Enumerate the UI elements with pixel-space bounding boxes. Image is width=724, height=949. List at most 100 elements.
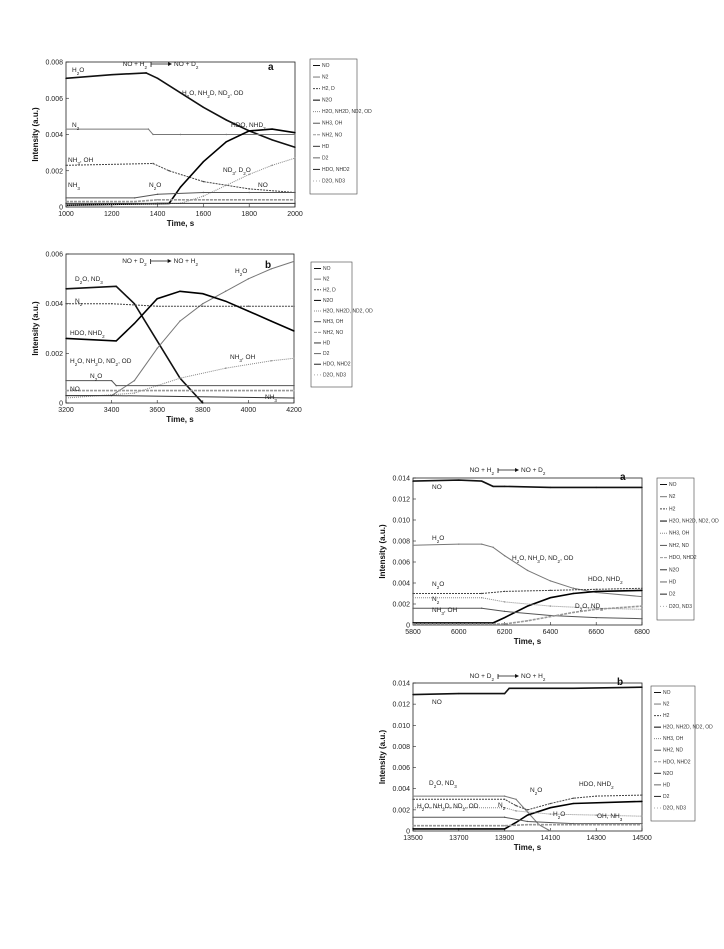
data-point-d2o-nd3 (294, 157, 296, 159)
data-point-h2o (294, 146, 296, 148)
legend-entry-h2: H2 (669, 506, 676, 512)
chart-1: 1000 1200 1400 1600 1800 2000 0 0.002 0.004 0.006… (31, 58, 372, 228)
data-point-no (572, 687, 574, 689)
gas-switch-from: NO + H2 (470, 467, 495, 476)
series-line-d2o-nd3 (413, 795, 551, 832)
legend-entry-h2: H2 (663, 713, 670, 719)
legend-entry-h2-d: H2, D (322, 86, 335, 92)
plot-frame (412, 477, 643, 626)
series-line-hdo-nhd2 (65, 290, 295, 342)
x-axis-label: Time, s (166, 415, 194, 424)
chart-3: 5800 6000 6200 6400 6600 6800 0 0.002 0.004 0.006… (378, 467, 719, 646)
legend-entry-hd: HD (669, 579, 677, 585)
legend-entry-nh2-nd: NH2, ND (669, 543, 689, 549)
data-point-h2o (526, 814, 529, 816)
legend-entry-hd: HD (323, 340, 331, 346)
data-point-n2 (595, 814, 597, 816)
data-point-d2o-nd3 (549, 615, 552, 618)
plot-frame (412, 682, 643, 832)
data-point-nh2-no (156, 202, 159, 205)
legend-entry-h2-d: H2, D (323, 287, 336, 293)
data-point-d2o-nd3 (115, 285, 117, 287)
data-point-n2 (503, 807, 506, 809)
data-point-hdo-nhd2 (641, 589, 643, 592)
data-point-hdo-nhd2 (526, 809, 529, 811)
legend-entry-nh2-no: NH2, NO (323, 330, 343, 336)
y-tick-label: 0.006 (45, 96, 63, 103)
x-tick-label: 3800 (195, 407, 211, 414)
data-point-h2o (179, 92, 182, 94)
series-line-h2o (65, 72, 296, 148)
panel-label: b (265, 260, 271, 271)
data-point-h2o (247, 278, 250, 280)
y-tick-label: 0.004 (45, 301, 63, 308)
data-point-no (492, 485, 494, 488)
data-point-nh2-no (294, 202, 296, 205)
legend-box (310, 261, 353, 388)
switch-arrow-head (168, 62, 173, 66)
data-point-hdo-nhd2 (156, 298, 158, 300)
data-point-n2 (294, 133, 296, 136)
data-point-no (503, 692, 506, 695)
data-point-n2 (412, 597, 414, 599)
data-point-h2o (156, 77, 159, 80)
gas-switch-from: NO + H2 (123, 61, 148, 70)
data-point-h2o (293, 260, 295, 263)
data-point-no (549, 486, 552, 489)
legend-entry-hdo-nhd2: HDO, NHD2 (322, 167, 350, 173)
data-point-hdo-nhd2 (549, 802, 552, 805)
annotation-n2: N2 (432, 596, 440, 605)
data-point-hdo-nhd2 (572, 797, 574, 799)
annotation-n2o: N2O (149, 182, 161, 191)
y-tick-label: 0.006 (45, 252, 63, 259)
y-tick-label: 0 (59, 205, 63, 212)
data-point-nh3-oh (248, 188, 250, 190)
data-point-no (412, 693, 414, 696)
data-point-nh3-oh (65, 164, 67, 167)
data-point-no (458, 692, 460, 695)
series-line-n2 (66, 128, 295, 135)
gas-switch-to: NO + H2 (174, 258, 199, 267)
legend-entry-n2: N2 (669, 494, 676, 500)
data-point-n2o (156, 384, 158, 387)
data-point-nh3-oh (595, 616, 597, 619)
y-tick-label: 0.002 (45, 351, 63, 358)
legend-entry-hd: HD (322, 144, 330, 150)
data-point-no (508, 687, 510, 689)
legend-entry-d2o-nd3: D2O, ND3 (663, 805, 686, 811)
data-point-d2o-nd3 (271, 164, 273, 167)
y-tick-label: 0.004 (45, 132, 63, 139)
series-line-no (66, 192, 295, 199)
data-point-nh3-oh (152, 162, 154, 165)
data-point-nh3-oh (224, 367, 227, 369)
data-point-hdo-nhd2 (179, 290, 181, 292)
legend-box (656, 477, 695, 621)
data-point-h2o (526, 569, 529, 572)
series-line-hdo-nhd2 (65, 128, 296, 206)
annotation-hdo-nhd2: HDO, NHD2 (579, 781, 614, 790)
legend-entry-h2o-nh2d-nd2-od: H2O, NH2D, ND2, OD (323, 309, 373, 315)
x-tick-label: 4200 (286, 407, 302, 414)
data-point-d2o-nd3 (595, 608, 597, 610)
data-point-n2o (641, 823, 643, 826)
series-line-n2 (413, 597, 643, 610)
x-tick-label: 1000 (58, 211, 74, 218)
data-point-d2o-nd3 (641, 605, 643, 607)
x-tick-label: 1200 (104, 211, 120, 218)
y-tick-label: 0 (406, 829, 410, 836)
x-tick-label: 1800 (241, 211, 257, 218)
data-point-hdo-nhd2 (515, 804, 517, 807)
x-tick-label: 14300 (586, 835, 606, 842)
data-point-hdo-nhd2 (412, 798, 414, 800)
data-point-hdo-nhd2 (293, 330, 295, 332)
x-tick-label: 2000 (287, 211, 303, 218)
data-point-nh3-oh (412, 607, 414, 609)
series-line-d2o-nd3 (65, 285, 204, 404)
data-point-n2o (65, 379, 67, 382)
data-point-h2o (412, 544, 414, 546)
data-point-d2o-nd3 (503, 623, 506, 625)
data-point-d2o-nd3 (248, 173, 250, 176)
legend-box (650, 685, 696, 822)
data-point-n2 (412, 807, 414, 809)
legend-entry-d2: D2 (663, 794, 670, 800)
